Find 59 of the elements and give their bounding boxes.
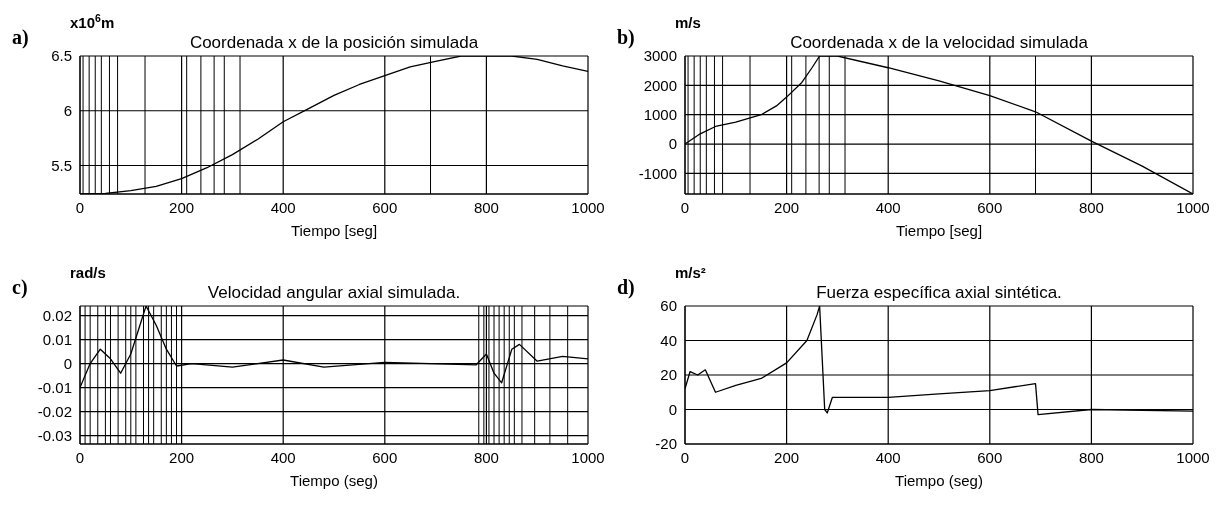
x-tick-label: 400 <box>270 198 296 216</box>
x-tick-label: 800 <box>473 198 499 216</box>
x-axis-title: Tiempo (seg) <box>290 472 378 489</box>
x-tick-label: 600 <box>977 448 1003 466</box>
chart-title: Velocidad angular axial simulada. <box>207 283 461 302</box>
y-tick-label: 0 <box>668 135 677 153</box>
y-tick-label: 6.5 <box>51 47 72 65</box>
y-tick-label: 0 <box>668 400 677 418</box>
x-axis-title: Tiempo (seg) <box>895 472 983 489</box>
y-tick-label: 20 <box>660 366 677 384</box>
x-tick-label: 1000 <box>1176 198 1210 216</box>
x-tick-label: 400 <box>875 448 901 466</box>
x-tick-label: 800 <box>473 448 499 466</box>
x-tick-label: 200 <box>774 448 800 466</box>
y-tick-label: 0.02 <box>42 306 72 324</box>
y-tick-label: -1000 <box>638 164 677 182</box>
x-tick-label: 1000 <box>1176 448 1210 466</box>
x-tick-label: 600 <box>372 448 398 466</box>
y-tick-label: -0.01 <box>37 378 72 396</box>
x-tick-label: 0 <box>680 198 690 216</box>
x-tick-label: 200 <box>774 198 800 216</box>
chart-title: Fuerza específica axial sintética. <box>816 283 1062 302</box>
x-tick-label: 600 <box>977 198 1003 216</box>
x-axis-title: Tiempo [seg] <box>895 222 983 239</box>
y-axis-title: x10$^{6}$m <box>70 12 115 31</box>
x-axis-title: Tiempo [seg] <box>290 222 378 239</box>
y-tick-label: 40 <box>660 331 677 349</box>
x-tick-label: 1000 <box>571 448 605 466</box>
text: b) <box>617 26 635 49</box>
y-tick-label: 3000 <box>643 47 677 65</box>
x-tick-label: 600 <box>372 198 398 216</box>
x-tick-label: 200 <box>169 198 195 216</box>
y-tick-label: 5.5 <box>51 156 72 174</box>
x-tick-label: 400 <box>270 448 296 466</box>
x-tick-label: 1000 <box>571 198 605 216</box>
y-axis-title: rad/s <box>70 264 106 281</box>
y-tick-label: 0.01 <box>42 330 72 348</box>
y-axis-title: m/s <box>675 14 701 31</box>
y-tick-label: -0.02 <box>37 402 72 420</box>
y-tick-label: 2000 <box>643 76 677 94</box>
x-tick-label: 200 <box>169 448 195 466</box>
chart-title: Coordenada x de la posición simulada <box>189 33 479 52</box>
x-tick-label: 0 <box>75 448 85 466</box>
text: c) <box>12 276 28 299</box>
y-tick-label: 60 <box>660 297 677 315</box>
chart-title: Coordenada x de la velocidad simulada <box>790 33 1089 52</box>
text: d) <box>617 276 635 299</box>
y-tick-label: -0.03 <box>37 426 72 444</box>
y-tick-label: 6 <box>63 102 72 120</box>
y-tick-label: -20 <box>655 435 677 453</box>
x-tick-label: 800 <box>1078 448 1104 466</box>
x-tick-label: 0 <box>680 448 690 466</box>
x-tick-label: 800 <box>1078 198 1104 216</box>
x-tick-label: 0 <box>75 198 85 216</box>
x-tick-label: 400 <box>875 198 901 216</box>
y-axis-title: m/s² <box>675 264 706 281</box>
y-tick-label: 1000 <box>643 106 677 124</box>
y-tick-label: 0 <box>63 354 72 372</box>
text: a) <box>12 26 29 49</box>
